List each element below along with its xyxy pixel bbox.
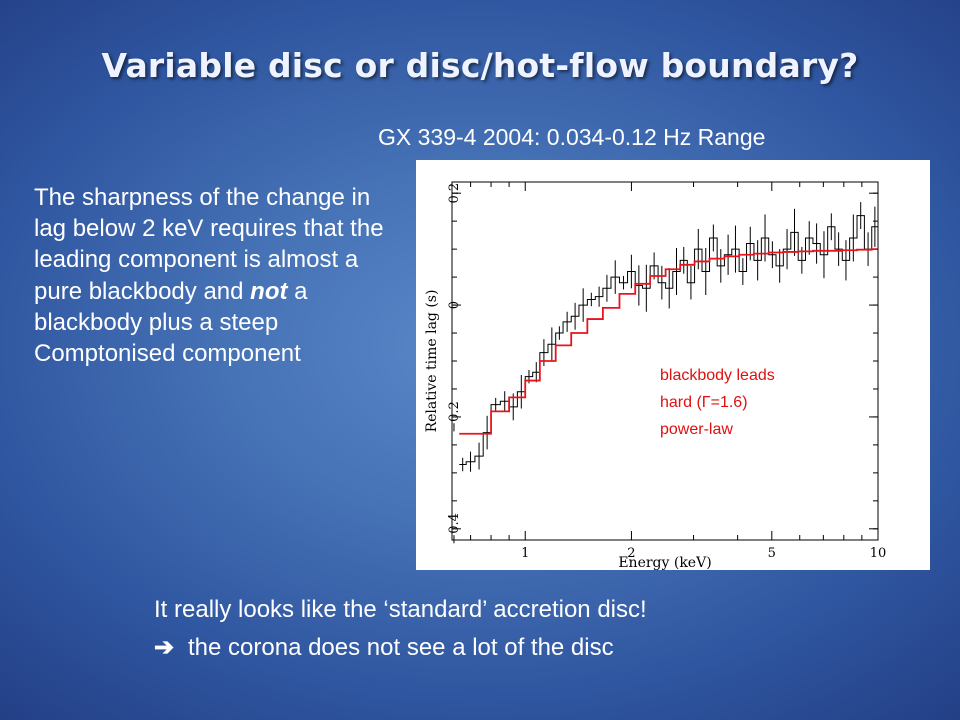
x-tick-label: 10: [870, 546, 887, 561]
annotation-line-1: blackbody leads: [660, 367, 775, 384]
x-tick-label: 1: [521, 546, 529, 561]
arrow-right-icon: ➔: [154, 634, 175, 661]
chart-svg: 1 2 5 10−0.4−0.200.2 Energy (keV) Relative …: [424, 181, 887, 570]
explanation-text-end: a blackbody plus a steep Comptonised com…: [34, 277, 308, 368]
y-axis-label: Relative time lag (s): [424, 290, 440, 433]
conclusion-line-1: It really looks like the ‘standard’ accr…: [154, 596, 647, 623]
x-tick-label: 5: [768, 546, 776, 561]
model-step-curve: [459, 248, 878, 435]
annotation-line-3: power-law: [660, 421, 733, 438]
chart-caption: GX 339-4 2004: 0.034-0.12 Hz Range: [378, 124, 766, 150]
x-axis-label: Energy (keV): [618, 555, 711, 570]
conclusion-text: the corona does not see a lot of the dis…: [188, 634, 614, 661]
plot-frame: [451, 181, 879, 541]
conclusion-line-2: ➔ the corona does not see a lot of the di…: [154, 633, 614, 662]
slide-title: Variable disc or disc/hot-flow boundary?: [101, 46, 859, 85]
lag-energy-chart: 1 2 5 10 −0.4 −0.2 0 0.2 Energy (keV) Relative …: [416, 160, 930, 570]
annotation-line-2: hard (Γ=1.6): [660, 394, 748, 411]
x-tick-label: 2: [627, 546, 635, 561]
explanation-text-start: The sharpness of the change in lag below…: [34, 184, 384, 305]
emphasis-word: not: [250, 277, 288, 305]
annotation: blackbody leads hard (Γ=1.6) power-law: [660, 367, 775, 438]
explanation-paragraph: The sharpness of the change in lag below…: [34, 182, 384, 369]
